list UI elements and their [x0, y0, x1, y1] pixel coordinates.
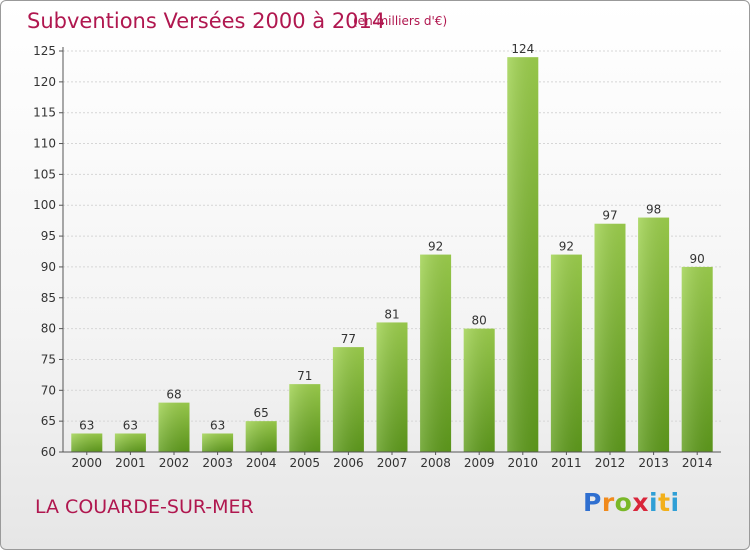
y-tick-label: 85	[41, 291, 56, 305]
bar-shading	[420, 254, 452, 452]
y-tick-label: 95	[41, 229, 56, 243]
x-tick-label: 2007	[377, 456, 408, 470]
proxiti-logo: Proxiti	[583, 488, 680, 517]
x-tick-label: 2003	[202, 456, 233, 470]
x-tick-label: 2000	[72, 456, 103, 470]
bar-shading	[638, 217, 670, 452]
bar-value-label: 71	[297, 369, 312, 383]
bar-shading	[594, 223, 626, 452]
y-tick-label: 65	[41, 414, 56, 428]
bar-shading	[158, 402, 190, 452]
bar-shading	[332, 347, 364, 452]
bar-shading	[463, 328, 495, 452]
bar-value-label: 124	[511, 42, 534, 56]
x-tick-label: 2009	[464, 456, 495, 470]
bar-shading	[114, 433, 146, 452]
bar-value-label: 92	[559, 240, 574, 254]
bar-value-label: 63	[210, 418, 225, 432]
x-axis: 2000 2001 2002 2003 2004 2005 2006 2007 2008 2009…	[63, 451, 721, 470]
y-tick-label: 110	[33, 137, 56, 151]
x-tick-label: 2008	[420, 456, 451, 470]
x-tick-label: 2002	[159, 456, 190, 470]
x-tick-label: 2001	[115, 456, 146, 470]
chart-title: Subventions Versées 2000 à 2014	[27, 9, 386, 33]
logo-letter: x	[632, 488, 649, 517]
bar-shading	[507, 57, 539, 453]
bar-value-label: 98	[646, 203, 661, 217]
logo-letter: P	[583, 488, 602, 517]
y-tick-label: 100	[33, 198, 56, 212]
bar-value-label: 63	[79, 418, 94, 432]
bar-shading	[245, 421, 277, 452]
bar-shading	[71, 433, 103, 452]
y-tick-label: 70	[41, 383, 56, 397]
bar-value-label: 92	[428, 240, 443, 254]
bars: 63 63 68 63 65 71 77 81 92 80 124 92 97 98 90	[71, 42, 713, 453]
bar-shading	[376, 322, 408, 452]
logo-letter: r	[601, 488, 615, 517]
bar-value-label: 81	[384, 307, 399, 321]
x-tick-label: 2004	[246, 456, 277, 470]
y-tick-label: 90	[41, 260, 56, 274]
y-tick-label: 75	[41, 352, 56, 366]
bar-value-label: 65	[254, 406, 269, 420]
logo-letter: t	[658, 488, 671, 517]
x-tick-label: 2014	[682, 456, 713, 470]
logo-letter: i	[649, 488, 659, 517]
y-tick-label: 125	[33, 44, 56, 58]
y-tick-label: 120	[33, 75, 56, 89]
x-tick-label: 2012	[595, 456, 626, 470]
y-axis: 60 65 70 75 80 85 90 95 100 105 110 115 120 125	[33, 44, 64, 459]
x-tick-label: 2010	[508, 456, 539, 470]
commune-name: LA COUARDE-SUR-MER	[35, 496, 254, 518]
x-tick-label: 2006	[333, 456, 364, 470]
bar-value-label: 63	[123, 418, 138, 432]
x-tick-label: 2013	[638, 456, 669, 470]
bar-shading	[202, 433, 234, 452]
y-tick-label: 105	[33, 167, 56, 181]
bar-value-label: 77	[341, 332, 356, 346]
y-tick-label: 60	[41, 445, 56, 459]
bar-value-label: 68	[166, 388, 181, 402]
bar-value-label: 90	[690, 252, 705, 266]
y-tick-label: 80	[41, 322, 56, 336]
x-tick-label: 2011	[551, 456, 582, 470]
logo-letter: o	[614, 488, 633, 517]
bar-shading	[681, 266, 713, 452]
bar-value-label: 80	[472, 314, 487, 328]
chart-subtitle: (en milliers d'€)	[353, 14, 448, 28]
bar-shading	[289, 384, 321, 452]
y-tick-label: 115	[33, 106, 56, 120]
bar-shading	[550, 254, 582, 452]
bar-value-label: 97	[602, 209, 617, 223]
x-tick-label: 2005	[290, 456, 321, 470]
logo-letter: i	[670, 488, 680, 517]
